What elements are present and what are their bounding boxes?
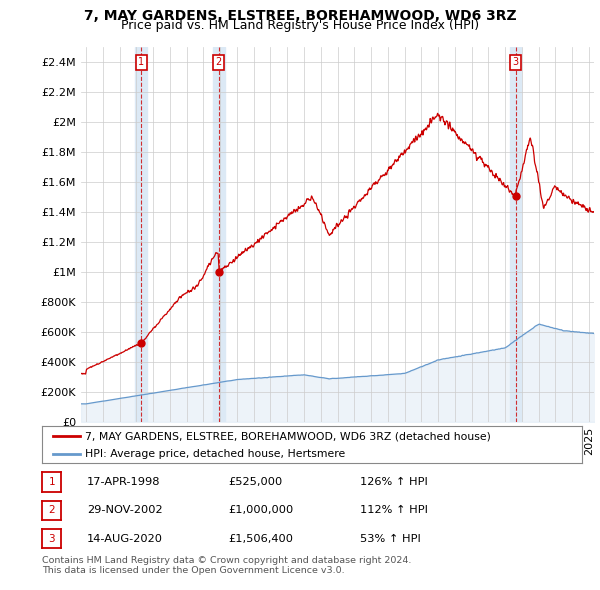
Text: 7, MAY GARDENS, ELSTREE, BOREHAMWOOD, WD6 3RZ (detached house): 7, MAY GARDENS, ELSTREE, BOREHAMWOOD, WD… [85, 431, 491, 441]
Text: 17-APR-1998: 17-APR-1998 [87, 477, 161, 487]
Text: £525,000: £525,000 [228, 477, 282, 487]
Text: Price paid vs. HM Land Registry's House Price Index (HPI): Price paid vs. HM Land Registry's House … [121, 19, 479, 32]
Text: 2: 2 [215, 57, 222, 67]
Text: £1,506,400: £1,506,400 [228, 534, 293, 543]
Text: £1,000,000: £1,000,000 [228, 506, 293, 515]
Text: 126% ↑ HPI: 126% ↑ HPI [360, 477, 428, 487]
Text: 3: 3 [512, 57, 518, 67]
Text: 29-NOV-2002: 29-NOV-2002 [87, 506, 163, 515]
Text: 3: 3 [49, 534, 55, 543]
Text: HPI: Average price, detached house, Hertsmere: HPI: Average price, detached house, Hert… [85, 449, 346, 459]
Text: 112% ↑ HPI: 112% ↑ HPI [360, 506, 428, 515]
Text: 1: 1 [49, 477, 55, 487]
Bar [136, 47, 147, 422]
Text: 2: 2 [49, 506, 55, 515]
Bar [213, 47, 224, 422]
Text: 14-AUG-2020: 14-AUG-2020 [87, 534, 163, 543]
Text: 7, MAY GARDENS, ELSTREE, BOREHAMWOOD, WD6 3RZ: 7, MAY GARDENS, ELSTREE, BOREHAMWOOD, WD… [83, 9, 517, 23]
Text: 53% ↑ HPI: 53% ↑ HPI [360, 534, 421, 543]
Bar [509, 47, 521, 422]
Text: 1: 1 [138, 57, 144, 67]
Text: Contains HM Land Registry data © Crown copyright and database right 2024.
This d: Contains HM Land Registry data © Crown c… [42, 556, 412, 575]
